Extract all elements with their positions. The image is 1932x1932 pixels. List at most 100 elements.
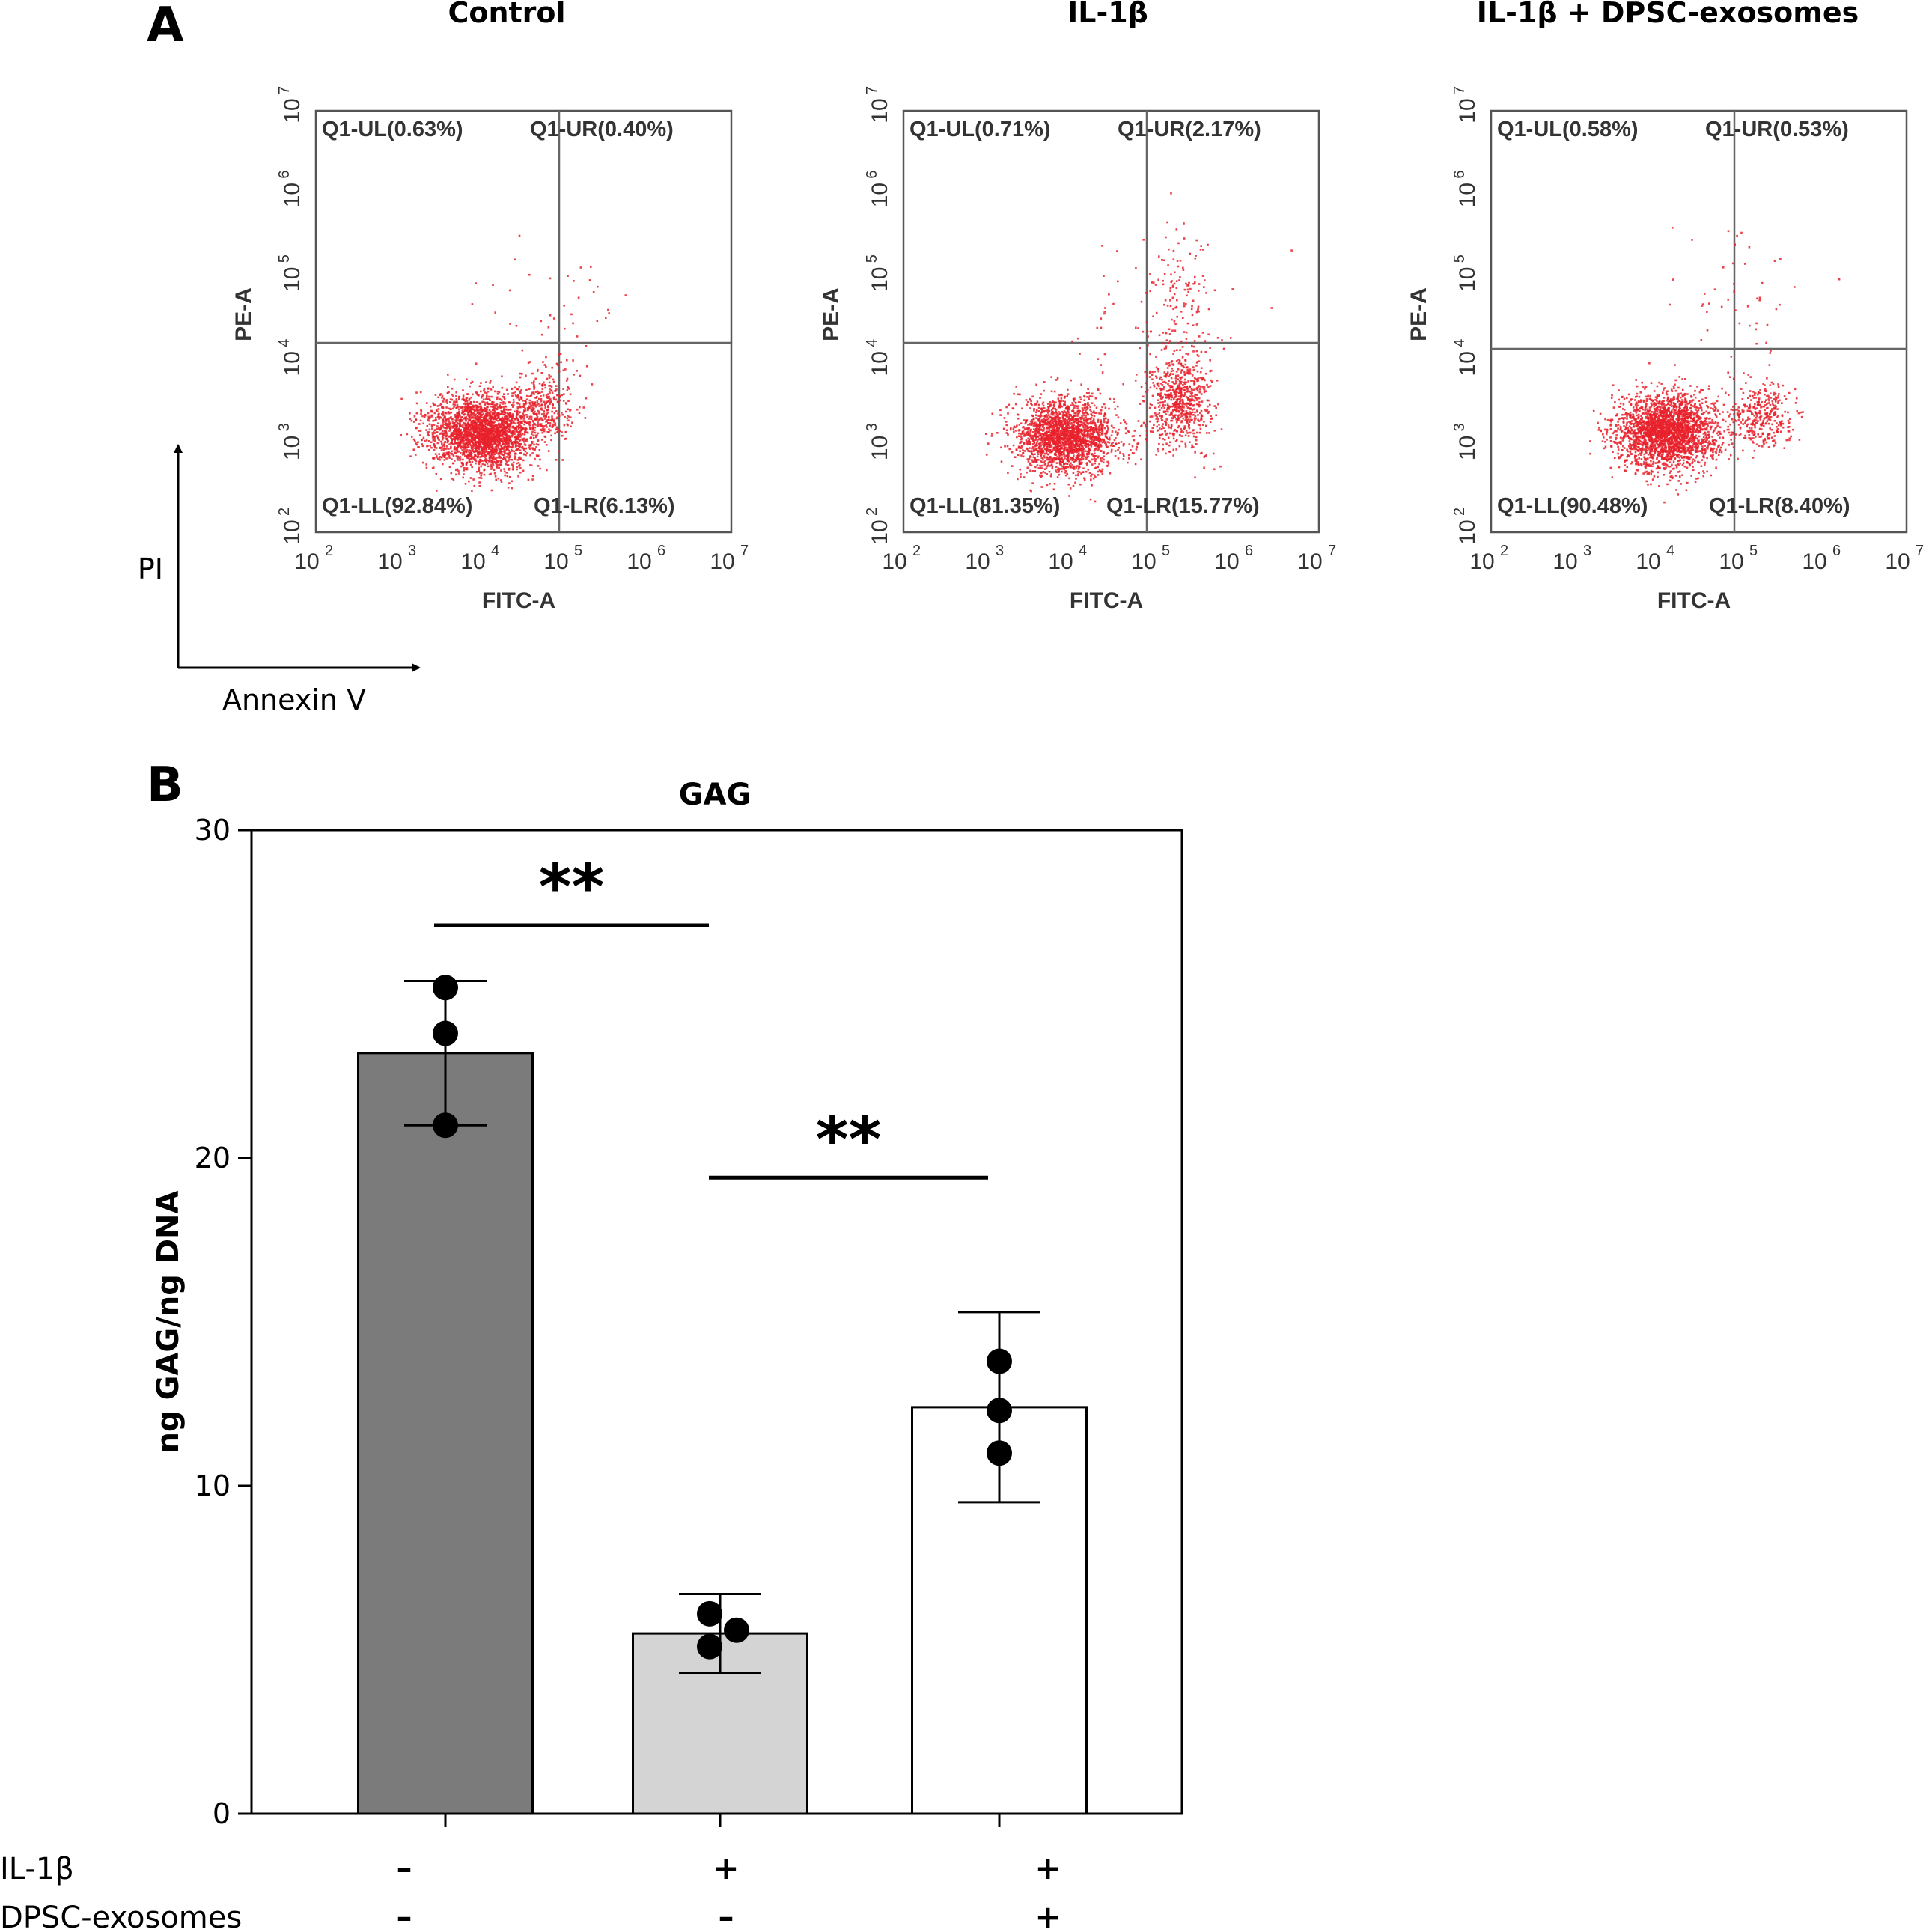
event-dot — [503, 449, 505, 452]
event-dot — [505, 437, 508, 439]
event-dot — [1085, 470, 1088, 473]
event-dot — [1089, 498, 1092, 501]
event-dot — [1049, 465, 1051, 467]
event-dot — [500, 451, 502, 453]
event-dot — [487, 453, 490, 455]
event-dot — [508, 446, 510, 448]
event-dot — [1123, 419, 1125, 421]
event-dot — [445, 424, 448, 426]
event-dot — [1066, 458, 1068, 460]
event-dot — [1097, 429, 1100, 431]
event-dot — [1104, 442, 1106, 445]
event-dot — [466, 454, 469, 457]
event-dot — [1036, 423, 1038, 425]
event-dot — [551, 415, 553, 418]
event-dot — [469, 403, 472, 405]
event-dot — [1078, 462, 1081, 464]
event-dot — [412, 448, 415, 451]
event-dot — [477, 411, 479, 413]
event-dot — [478, 427, 481, 429]
event-dot — [555, 427, 558, 430]
event-dot — [444, 454, 446, 457]
event-dot — [1033, 448, 1035, 451]
event-dot — [1069, 427, 1071, 429]
event-dot — [1085, 412, 1088, 414]
quadrant-ul-label: Q1-UL(0.63%) — [322, 118, 463, 141]
event-dot — [474, 445, 477, 448]
event-dot — [1058, 439, 1060, 442]
event-dot — [549, 403, 551, 405]
event-dot — [477, 455, 480, 457]
event-dot — [475, 418, 478, 420]
event-dot — [1043, 438, 1045, 441]
event-dot — [467, 435, 469, 437]
event-dot — [447, 374, 449, 376]
panel-a: A — [147, 0, 184, 53]
event-dot — [468, 433, 470, 436]
event-dot — [471, 490, 473, 492]
event-dot — [564, 368, 567, 371]
event-dot — [487, 395, 490, 398]
event-dot — [1054, 452, 1057, 455]
event-dot — [493, 461, 496, 463]
event-dot — [1090, 442, 1092, 445]
event-dot — [1097, 418, 1100, 421]
event-dot — [518, 426, 520, 429]
event-dot — [484, 448, 487, 450]
event-dot — [1043, 421, 1045, 423]
event-dot — [511, 413, 514, 415]
event-dot — [471, 439, 474, 442]
event-dot — [1091, 438, 1093, 440]
event-dot — [489, 441, 491, 444]
event-dot — [1076, 407, 1079, 409]
event-dot — [1055, 418, 1057, 421]
event-dot — [1036, 455, 1039, 458]
event-dot — [1047, 442, 1050, 445]
event-dot — [489, 417, 492, 419]
event-dot — [1037, 425, 1040, 427]
event-dot — [457, 455, 460, 458]
event-dot — [472, 400, 475, 403]
event-dot — [1061, 470, 1063, 473]
event-dot — [1028, 457, 1031, 460]
event-dot — [1040, 451, 1043, 453]
event-dot — [1043, 389, 1045, 392]
event-dot — [456, 418, 458, 421]
event-dot — [472, 419, 475, 422]
event-dot — [430, 414, 433, 417]
event-dot — [1113, 445, 1115, 447]
event-dot — [1037, 450, 1040, 452]
event-dot — [1095, 426, 1098, 429]
event-dot — [1062, 466, 1065, 469]
event-dot — [1063, 432, 1065, 435]
event-dot — [490, 415, 493, 418]
event-dot — [456, 414, 459, 417]
event-dot — [1081, 451, 1083, 454]
y-tick-label: 10 — [280, 183, 305, 207]
event-dot — [518, 443, 521, 446]
event-dot — [457, 469, 460, 472]
event-dot — [470, 436, 473, 439]
event-dot — [528, 415, 531, 418]
event-dot — [1028, 432, 1030, 434]
event-dot — [454, 451, 456, 454]
event-dot — [500, 438, 502, 441]
event-dot — [1057, 397, 1060, 400]
event-dot — [447, 451, 449, 454]
event-dot — [1051, 460, 1054, 463]
event-dot — [1116, 405, 1119, 408]
event-dot — [433, 443, 436, 445]
event-dot — [1051, 459, 1054, 462]
event-dot — [1045, 433, 1048, 436]
event-dot — [1047, 430, 1050, 433]
event-dot — [1066, 406, 1068, 409]
event-dot — [1068, 425, 1070, 427]
event-dot — [495, 442, 497, 445]
event-dot — [463, 432, 466, 434]
event-dot — [1033, 434, 1036, 437]
event-dot — [511, 421, 513, 424]
event-dot — [430, 410, 433, 413]
event-dot — [514, 439, 517, 442]
event-dot — [477, 415, 479, 418]
event-dot — [484, 456, 487, 459]
